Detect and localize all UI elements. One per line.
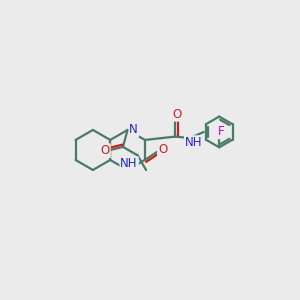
Text: O: O: [158, 143, 167, 156]
Text: O: O: [100, 144, 110, 157]
Text: NH: NH: [185, 136, 203, 149]
Text: O: O: [172, 108, 182, 121]
Text: N: N: [129, 123, 138, 136]
Text: F: F: [218, 125, 224, 138]
Text: NH: NH: [120, 157, 138, 170]
